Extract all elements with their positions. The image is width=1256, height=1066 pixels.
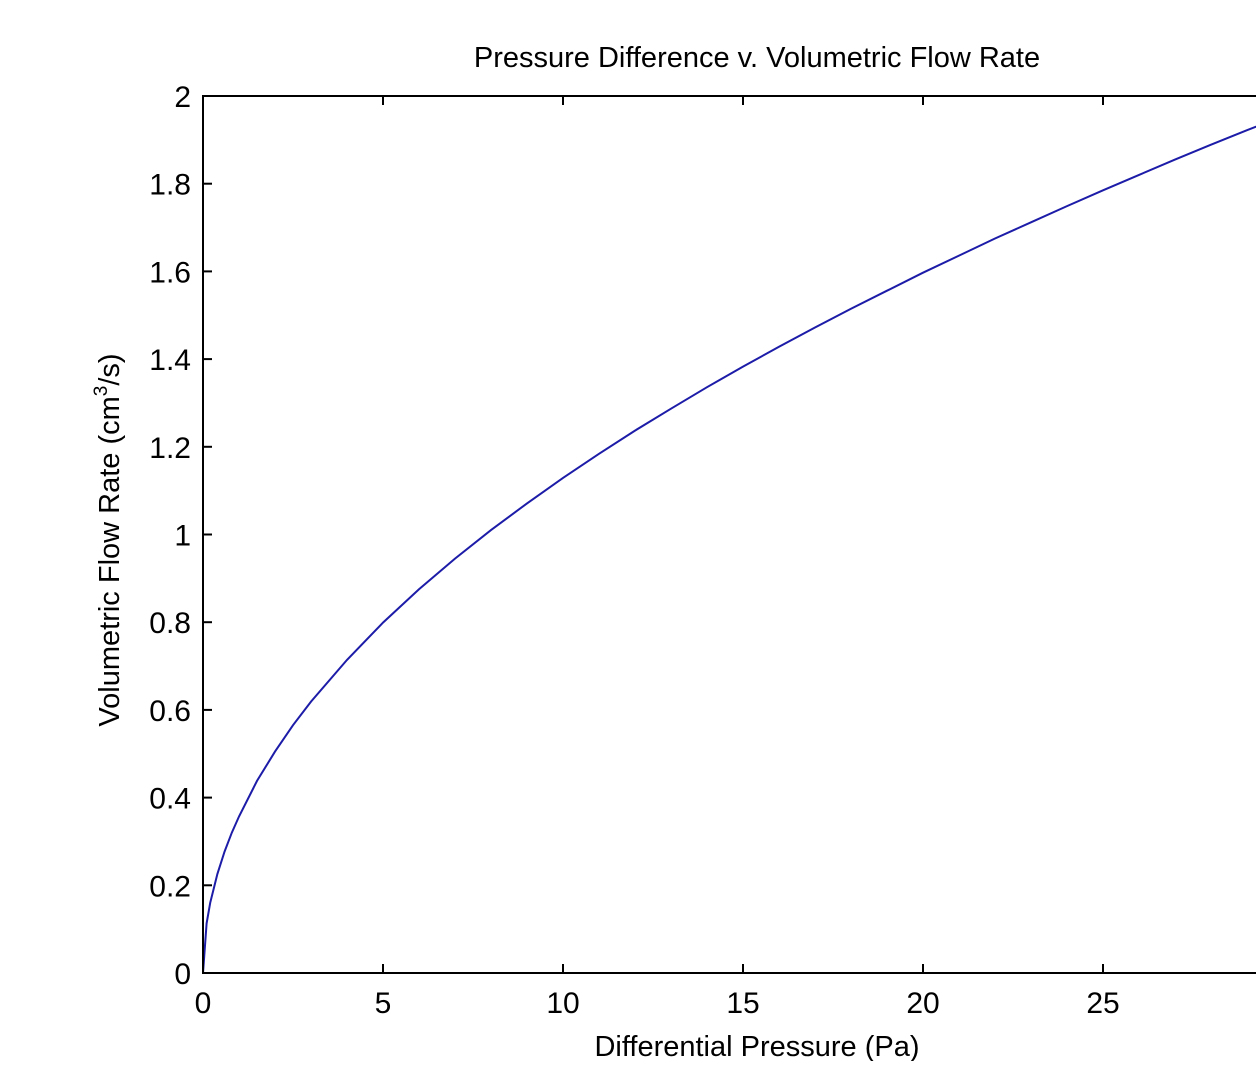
x-axis-label: Differential Pressure (Pa) [594, 1031, 919, 1061]
plot-area [203, 96, 1256, 973]
y-tick-label: 1.4 [149, 344, 191, 377]
y-tick-label: 1 [174, 520, 191, 553]
axes-box [202, 95, 1256, 974]
y-tick-label: 0.2 [149, 870, 191, 903]
y-tick-label: 0 [174, 958, 191, 991]
x-tick-labels: 0 5 10 15 20 25 [195, 987, 1120, 1020]
x-tick-label: 15 [726, 987, 759, 1020]
y-tick-label: 0.4 [149, 783, 191, 816]
y-tick-label: 0.8 [149, 607, 191, 640]
x-tick-label: 0 [195, 987, 212, 1020]
y-tick-label: 2 [174, 81, 191, 114]
x-tick-label: 25 [1086, 987, 1119, 1020]
y-tick-label: 1.6 [149, 256, 191, 289]
x-tick-label: 20 [906, 987, 939, 1020]
y-axis-label: Volumetric Flow Rate (cm3/s) [91, 353, 126, 726]
y-axis-label-suffix: /s) [94, 353, 126, 385]
series-line [202, 125, 1256, 974]
chart-title: Pressure Difference v. Volumetric Flow R… [474, 42, 1040, 74]
y-axis-label-superscript: 3 [91, 386, 112, 397]
series-layer [202, 125, 1256, 974]
y-tick-label: 0.6 [149, 695, 191, 728]
y-tick-label: 1.2 [149, 432, 191, 465]
y-tick-labels: 0 0.2 0.4 0.6 0.8 1 1.2 1.4 1.6 1.8 2 [149, 81, 191, 991]
y-axis-label-prefix: Volumetric Flow Rate (cm [94, 396, 126, 726]
x-tick-label: 5 [375, 987, 392, 1020]
y-tick-label: 1.8 [149, 169, 191, 202]
x-tick-label: 10 [546, 987, 579, 1020]
